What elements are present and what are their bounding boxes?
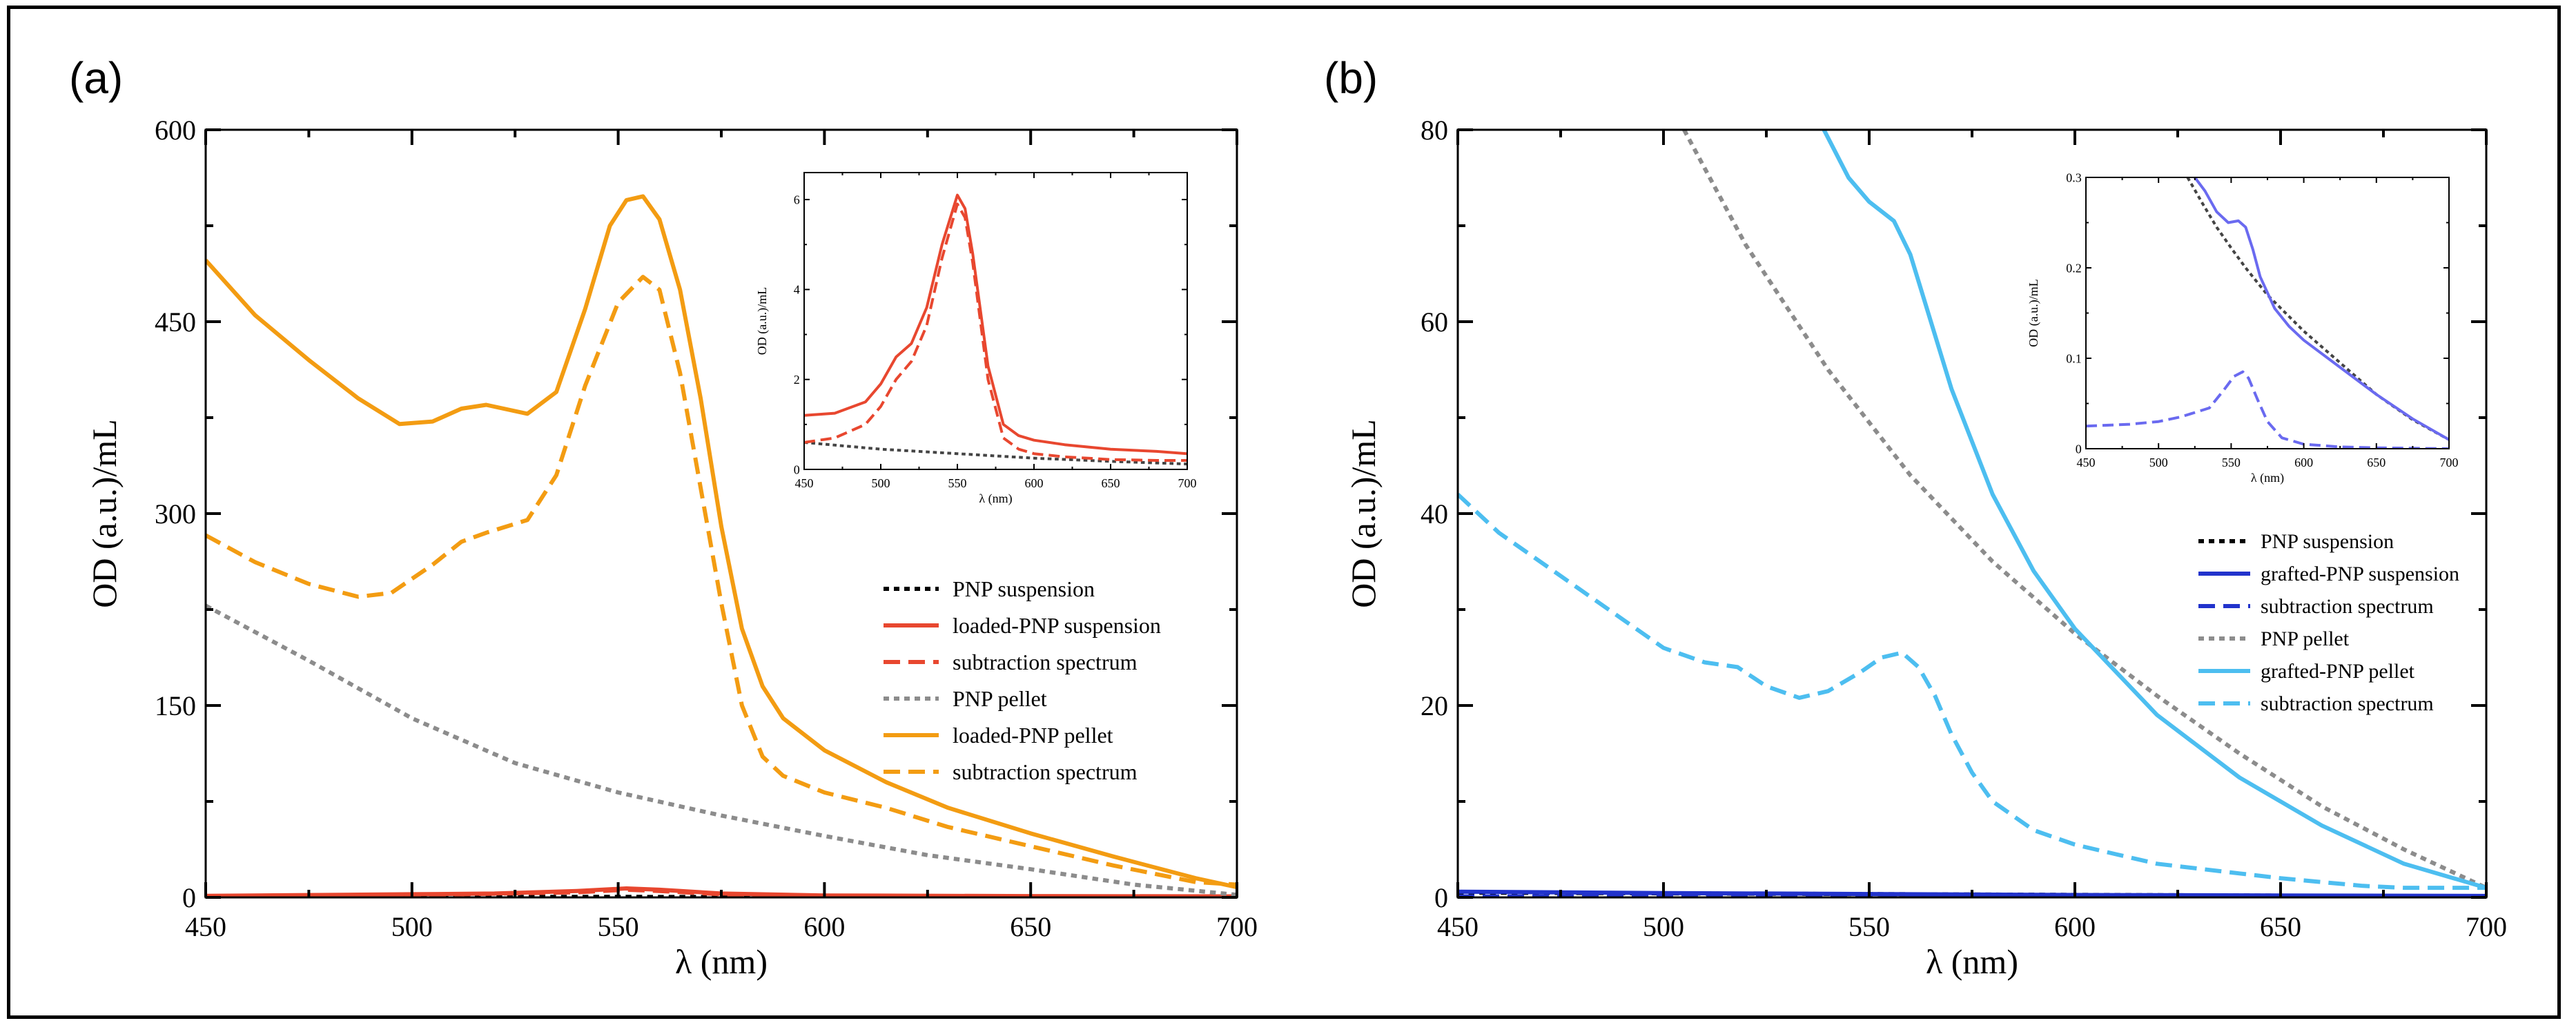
b-inset-ytick-label-2: 0.2 — [2066, 261, 2082, 275]
legend-b-label-1: grafted-PNP suspension — [2261, 563, 2459, 585]
b-main-xtick-label-5: 700 — [2466, 911, 2507, 942]
legend-b-label-5: subtraction spectrum — [2261, 692, 2434, 715]
a-inset-xtick-label-3: 600 — [1025, 476, 1044, 490]
a-main-series-5-line — [206, 275, 1237, 887]
legend-b: PNP suspension grafted-PNP suspension su… — [2198, 530, 2459, 715]
chart-b-main: 450 500 550 600 650 700 0 20 40 60 80 λ (nm) OD (a.u… — [1344, 115, 2507, 981]
a-inset-ylabel: OD (a.u.)/mL — [755, 287, 770, 355]
b-inset-ytick-label-0: 0 — [2076, 442, 2082, 456]
a-inset-xtick-label-2: 550 — [948, 476, 967, 490]
b-main-ylabel: OD (a.u.)/mL — [1344, 419, 1383, 608]
b-main-xtick-label-1: 500 — [1643, 911, 1684, 942]
b-inset-xtick-label-0: 450 — [2077, 456, 2096, 469]
b-main-xtick-label-3: 600 — [2054, 911, 2096, 942]
a-inset-xtick-label-4: 650 — [1102, 476, 1120, 490]
legend-a-label-5: subtraction spectrum — [953, 759, 1138, 784]
b-inset-xtick-label-3: 600 — [2294, 456, 2313, 469]
legend-b-label-4: grafted-PNP pellet — [2261, 660, 2415, 683]
legend-a-label-3: PNP pellet — [953, 686, 1047, 711]
b-inset-series-1-line — [2194, 177, 2449, 441]
a-main-ytick-label-1: 150 — [155, 690, 196, 721]
a-main-ytick-label-4: 600 — [155, 115, 196, 146]
legend-b-label-0: PNP suspension — [2261, 530, 2394, 553]
b-main-ytick-label-0: 0 — [1434, 882, 1448, 913]
a-main-ytick-label-3: 450 — [155, 306, 196, 338]
b-inset-ytick-label-1: 0.1 — [2066, 351, 2082, 365]
a-inset-xtick-label-5: 700 — [1178, 476, 1197, 490]
b-inset-series-group — [2086, 177, 2449, 449]
a-inset-xtick-label-1: 500 — [872, 476, 890, 490]
a-main-series-4-line — [206, 194, 1237, 890]
b-inset-ytick-label-3: 0.3 — [2066, 171, 2082, 184]
a-inset-xlabel: λ (nm) — [979, 491, 1012, 506]
b-inset-xtick-label-5: 700 — [2440, 456, 2459, 469]
a-main-series-2-line — [206, 887, 1237, 897]
b-main-xtick-label-0: 450 — [1437, 911, 1479, 942]
b-main-ytick-label-3: 60 — [1421, 306, 1448, 338]
a-inset-ytick-label-3: 6 — [794, 193, 800, 206]
b-main-xtick-label-2: 550 — [1848, 911, 1890, 942]
b-inset-xtick-label-4: 650 — [2367, 456, 2385, 469]
b-main-series-4-line — [1822, 130, 2486, 890]
a-main-xtick-label-5: 700 — [1216, 911, 1258, 942]
b-main-series-3-line — [1682, 130, 2486, 890]
panel-a-label: (a) — [69, 53, 123, 103]
a-main-xtick-label-4: 650 — [1010, 911, 1051, 942]
a-inset-xtick-label-0: 450 — [795, 476, 814, 490]
a-main-xtick-label-3: 600 — [803, 911, 845, 942]
b-inset-series-2-line — [2086, 370, 2449, 449]
a-main-ytick-label-0: 0 — [182, 882, 196, 913]
a-inset-series-group — [804, 193, 1187, 466]
legend-a-label-2: subtraction spectrum — [953, 650, 1138, 674]
b-main-xlabel: λ (nm) — [1926, 942, 2018, 981]
legend-a-label-0: PNP suspension — [953, 576, 1095, 601]
a-main-series-3-line — [206, 603, 1237, 897]
legend-a-label-4: loaded-PNP pellet — [953, 723, 1113, 748]
legend-b-label-3: PNP pellet — [2261, 627, 2350, 650]
b-main-ytick-label-2: 40 — [1421, 498, 1448, 529]
a-main-xtick-label-0: 450 — [185, 911, 226, 942]
b-inset-xtick-label-2: 550 — [2222, 456, 2241, 469]
b-main-ytick-label-4: 80 — [1421, 115, 1448, 146]
legend-b-label-2: subtraction spectrum — [2261, 595, 2434, 618]
b-inset-ylabel: OD (a.u.)/mL — [2027, 279, 2041, 347]
a-main-ytick-label-2: 300 — [155, 498, 196, 529]
a-inset-ytick-label-2: 4 — [794, 283, 800, 297]
a-inset-series-1-line — [804, 193, 1187, 456]
b-inset-xtick-label-1: 500 — [2149, 456, 2168, 469]
a-inset-series-2-line — [804, 202, 1187, 462]
b-main-series-5-line — [1458, 493, 2486, 890]
a-inset-ytick-label-1: 2 — [794, 373, 800, 387]
a-inset-ytick-label-0: 0 — [794, 463, 800, 476]
b-main-ytick-label-1: 20 — [1421, 690, 1448, 721]
a-inset-bg — [804, 173, 1187, 469]
a-main-xtick-label-2: 550 — [598, 911, 639, 942]
b-main-xtick-label-4: 650 — [2260, 911, 2301, 942]
chart-b-inset: 450 500 550 600 650 700 0 0.1 0.2 0.3 λ (nm) OD (a.… — [2027, 171, 2459, 485]
a-main-xtick-label-1: 500 — [391, 911, 433, 942]
chart-a-main: 450 500 550 600 650 700 0 150 300 450 600 λ (nm) OD … — [85, 115, 1258, 981]
legend-a: PNP suspension loaded-PNP suspension sub… — [884, 576, 1161, 784]
legend-a-label-1: loaded-PNP suspension — [953, 613, 1161, 638]
figure-frame — [7, 6, 2561, 1019]
panel-b-label: (b) — [1324, 53, 1378, 103]
b-inset-xlabel: λ (nm) — [2251, 471, 2284, 485]
a-main-xlabel: λ (nm) — [675, 942, 768, 981]
chart-a-inset: 450 500 550 600 650 700 0 2 4 6 λ (nm) OD (a.u.)/mL — [755, 172, 1197, 506]
a-main-ylabel: OD (a.u.)/mL — [85, 419, 124, 608]
